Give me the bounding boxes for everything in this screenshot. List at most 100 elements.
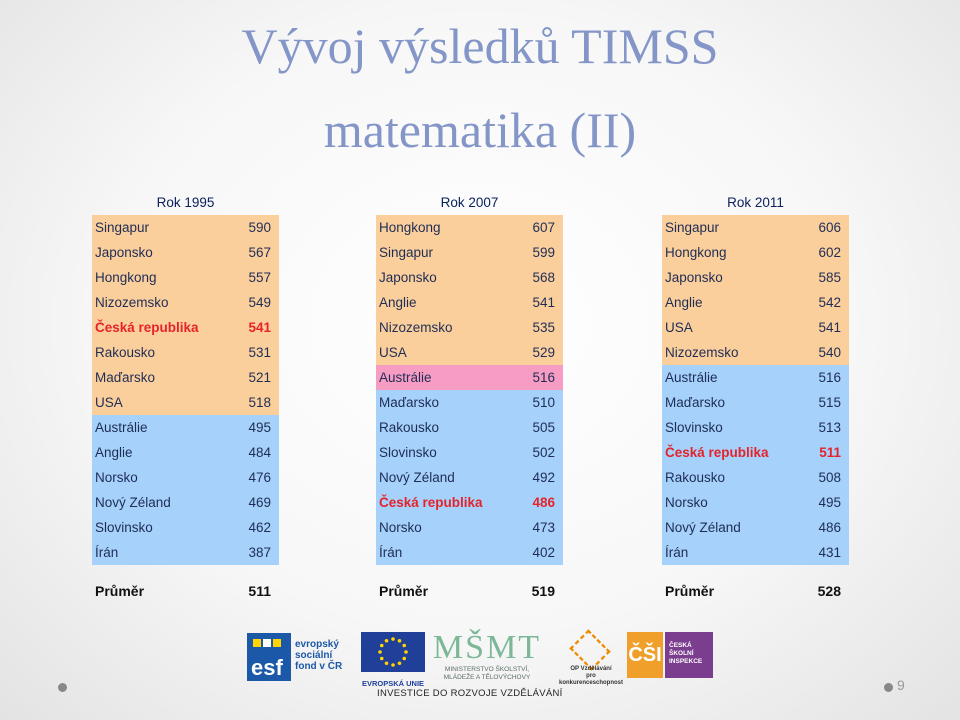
ranking-row: Nizozemsko 535 (376, 315, 563, 340)
score-value: 541 (248, 320, 271, 335)
page-number: 9 (897, 677, 905, 693)
score-value: 541 (532, 295, 555, 310)
ranking-row: Norsko 476 (92, 465, 279, 490)
ranking-row: Hongkong 557 (92, 265, 279, 290)
ranking-row: Česká republika 486 (376, 490, 563, 515)
country-name: Nový Zéland (95, 495, 171, 510)
score-value: 492 (532, 470, 555, 485)
msmt-logo: MŠMT MINISTERSTVO ŠKOLSTVÍ, MLÁDEŽE A TĚ… (429, 630, 545, 686)
score-value: 495 (248, 420, 271, 435)
ranking-row: USA 529 (376, 340, 563, 365)
country-name: Rakousko (665, 470, 726, 485)
average-value: 528 (817, 583, 841, 599)
ranking-row: Slovinsko 513 (662, 415, 849, 440)
score-value: 515 (818, 395, 841, 410)
ranking-row: Anglie 541 (376, 290, 563, 315)
ranking-row: Česká republika 541 (92, 315, 279, 340)
ranking-row: Írán 387 (92, 540, 279, 565)
csi-mark-icon: ČŠI (627, 632, 663, 678)
country-name: Slovinsko (665, 420, 723, 435)
country-name: Maďarsko (665, 395, 726, 410)
score-value: 518 (248, 395, 271, 410)
ranking-row: USA 541 (662, 315, 849, 340)
ranking-row: Rakousko 531 (92, 340, 279, 365)
country-name: Singapur (379, 245, 434, 260)
average-value: 511 (248, 583, 271, 599)
ranking-row: Česká republika 511 (662, 440, 849, 465)
country-name: Anglie (665, 295, 703, 310)
score-value: 505 (532, 420, 555, 435)
ranking-row: Nový Zéland 492 (376, 465, 563, 490)
score-value: 508 (818, 470, 841, 485)
score-value: 549 (248, 295, 271, 310)
op-vk-mark-icon (569, 629, 611, 671)
country-name: Česká republika (379, 495, 483, 510)
ranking-column-1995: Rok 1995 Singapur 590 Japonsko 567 Hongkong 5… (92, 191, 279, 565)
ranking-row: Austrálie 516 (376, 365, 563, 390)
ranking-row: Slovinsko 502 (376, 440, 563, 465)
score-value: 542 (818, 295, 841, 310)
score-value: 502 (532, 445, 555, 460)
ranking-row: Maďarsko 515 (662, 390, 849, 415)
logo-strip: esf evropský sociální fond v ČR EVROPSKÁ… (247, 629, 713, 698)
country-name: Rakousko (95, 345, 156, 360)
msmt-text-line1: MINISTERSTVO ŠKOLSTVÍ, (444, 666, 530, 673)
ranking-row: Nový Zéland 486 (662, 515, 849, 540)
column-header: Rok 2011 (727, 195, 784, 210)
slide-title-line2: matematika (II) (323, 102, 637, 158)
country-name: Austrálie (95, 420, 148, 435)
left-decor-dot (58, 683, 67, 692)
country-name: Nový Zéland (379, 470, 455, 485)
score-value: 473 (532, 520, 555, 535)
average-row-2011: Průměr 528 (662, 583, 849, 599)
country-name: Nizozemsko (95, 295, 169, 310)
csi-text-line1: ČESKÁ (669, 642, 692, 649)
ranking-row: Japonsko 585 (662, 265, 849, 290)
score-value: 535 (532, 320, 555, 335)
ranking-row: Anglie 542 (662, 290, 849, 315)
funding-tagline: INVESTICE DO ROZVOJE VZDĚLÁVÁNÍ (377, 688, 563, 699)
score-value: 585 (818, 270, 841, 285)
column-header: Rok 1995 (156, 195, 215, 210)
ranking-row: Maďarsko 510 (376, 390, 563, 415)
score-value: 402 (532, 545, 555, 560)
ranking-row: Singapur 599 (376, 240, 563, 265)
ranking-row: Austrálie 495 (92, 415, 279, 440)
score-value: 495 (818, 495, 841, 510)
score-value: 531 (248, 345, 271, 360)
score-value: 599 (532, 245, 555, 260)
ranking-row: USA 518 (92, 390, 279, 415)
ranking-row: Anglie 484 (92, 440, 279, 465)
country-name: Nový Zéland (665, 520, 741, 535)
eu-logo: EVROPSKÁ UNIE (361, 632, 425, 688)
op-text-line2: pro konkurenceschopnost (558, 673, 623, 686)
ranking-row: Norsko 495 (662, 490, 849, 515)
country-name: Nizozemsko (379, 320, 453, 335)
score-value: 590 (248, 220, 271, 235)
country-name: Norsko (665, 495, 708, 510)
ranking-rows: Singapur 590 Japonsko 567 Hongkong 557 Nizozem… (92, 215, 279, 565)
score-value: 486 (532, 495, 555, 510)
country-name: Hongkong (379, 220, 441, 235)
ranking-row: Rakousko 508 (662, 465, 849, 490)
country-name: Hongkong (665, 245, 727, 260)
ranking-row: Rakousko 505 (376, 415, 563, 440)
country-name: Česká republika (95, 320, 199, 335)
score-value: 567 (248, 245, 271, 260)
ranking-row: Singapur 590 (92, 215, 279, 240)
score-value: 469 (248, 495, 271, 510)
ranking-rows: Singapur 606 Hongkong 602 Japonsko 585 Anglie 5… (662, 215, 849, 565)
score-value: 516 (532, 370, 555, 385)
ranking-row: Hongkong 607 (376, 215, 563, 240)
score-value: 540 (818, 345, 841, 360)
country-name: Norsko (95, 470, 138, 485)
country-name: Slovinsko (95, 520, 153, 535)
score-value: 476 (248, 470, 271, 485)
score-value: 510 (532, 395, 555, 410)
country-name: Austrálie (665, 370, 718, 385)
msmt-mark-icon: MŠMT (432, 629, 542, 666)
score-value: 511 (819, 445, 841, 460)
score-value: 521 (248, 370, 271, 385)
country-name: Maďarsko (95, 370, 156, 385)
eu-flag-icon (361, 632, 425, 672)
